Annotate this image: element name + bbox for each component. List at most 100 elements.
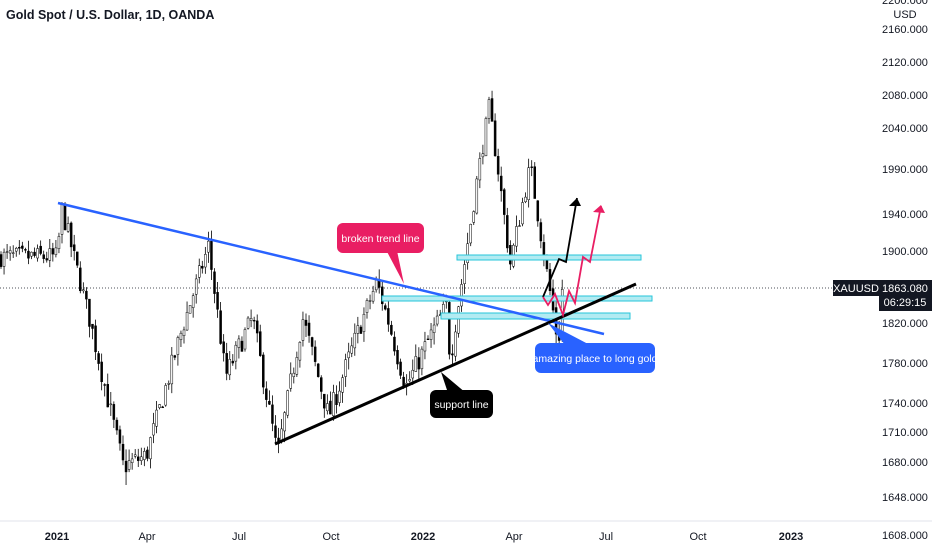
candle-body	[130, 458, 134, 463]
candle-body	[185, 312, 189, 331]
candle-body	[255, 320, 259, 334]
candle-body	[530, 166, 533, 168]
candle-body	[15, 248, 18, 252]
candle-body	[118, 429, 122, 444]
candle-body	[188, 305, 192, 314]
candle-body	[60, 203, 64, 235]
candle-body	[368, 300, 372, 302]
candle-body	[472, 211, 475, 223]
candle-body	[484, 118, 488, 157]
price-axis[interactable]: 2200.000 2160.000 2120.000 2080.000 2040.000…	[882, 0, 928, 542]
candle-body	[365, 300, 369, 313]
candle-body	[304, 319, 308, 326]
candle-body	[240, 340, 244, 352]
candle-body	[466, 243, 469, 263]
candle-body	[499, 175, 503, 192]
candle-body	[329, 400, 332, 415]
candle-body	[48, 248, 52, 261]
candle-body	[54, 247, 58, 255]
broken-trend-line[interactable]	[57, 201, 605, 336]
candle-body	[121, 443, 125, 461]
resistance-zone[interactable]	[456, 254, 642, 261]
time-tick-label: Apr	[505, 531, 522, 543]
candle-body	[301, 319, 305, 341]
candle-body	[225, 353, 228, 374]
candle-body	[313, 346, 317, 362]
price-tick-label: 2200.000	[882, 0, 928, 7]
candle-body	[295, 357, 299, 375]
projection-path-pink[interactable]	[542, 205, 602, 318]
support-zone-upper[interactable]	[381, 295, 653, 302]
candle-body	[115, 419, 119, 431]
candle-body	[417, 357, 421, 370]
candle-body	[335, 394, 338, 405]
time-tick-label: 2022	[411, 531, 435, 543]
candle-body	[338, 390, 341, 403]
candle-body	[158, 404, 161, 409]
callout-support-line[interactable]: support line	[430, 372, 493, 418]
candle-body	[207, 240, 210, 253]
price-tick-label: 1990.000	[882, 164, 928, 176]
candle-body	[143, 451, 146, 460]
candle-body	[39, 245, 42, 254]
candle-body	[213, 271, 216, 294]
candle-body	[399, 361, 402, 376]
candle-body	[515, 226, 518, 247]
candle-body	[478, 158, 482, 181]
callout-long-gold[interactable]: amazing place to long gold	[533, 323, 658, 373]
time-axis[interactable]: 2021 Apr Jul Oct 2022 Apr Jul Oct 2023	[45, 531, 803, 543]
candle-body	[85, 290, 88, 300]
candle-body	[265, 388, 268, 400]
candle-body	[390, 324, 393, 335]
candle-body	[454, 331, 457, 357]
candle-body	[521, 202, 524, 225]
candle-body	[103, 384, 106, 386]
candle-body	[429, 329, 433, 340]
candle-body	[475, 178, 479, 214]
candle-body	[2, 251, 6, 267]
candle-body	[393, 336, 396, 352]
candle-body	[460, 284, 463, 307]
price-tick-label: 1740.000	[882, 398, 928, 410]
candle-body	[381, 286, 384, 305]
candle-body	[164, 385, 167, 406]
price-tick-label: 2120.000	[882, 57, 928, 69]
candle-body	[493, 120, 497, 157]
candle-body	[167, 383, 170, 385]
candle-body	[0, 254, 3, 267]
candle-body	[286, 390, 289, 416]
candle-body	[356, 325, 360, 334]
candle-body	[402, 376, 405, 387]
callout-support-text: support line	[434, 399, 488, 411]
candle-body	[243, 329, 247, 350]
support-zone-lower[interactable]	[440, 312, 631, 320]
price-tick-label: 1940.000	[882, 209, 928, 221]
countdown-label: 06:29:15	[884, 297, 927, 309]
candle-body	[396, 350, 399, 365]
candle-body	[341, 377, 344, 393]
callout-broken-trend-line[interactable]: broken trend line	[337, 223, 424, 284]
candle-body	[292, 372, 296, 377]
candle-body	[262, 354, 265, 388]
support-trend-line[interactable]	[274, 282, 637, 446]
symbol-label: XAUUSD	[833, 283, 879, 295]
candle-body	[432, 324, 436, 333]
candle-body	[487, 99, 491, 119]
candle-body	[518, 225, 521, 227]
candle-body	[27, 250, 30, 259]
projection-arrowhead-pink	[593, 205, 605, 213]
candle-body	[109, 403, 113, 406]
candle-body	[30, 251, 33, 257]
candle-body	[88, 298, 91, 327]
price-tick-label: 1820.000	[882, 318, 928, 330]
candle-body	[457, 306, 460, 334]
price-tick-label: 1900.000	[882, 246, 928, 258]
candle-body	[506, 215, 509, 249]
projection-path-black[interactable]	[542, 197, 578, 298]
candle-body	[310, 337, 314, 347]
callout-broken-trend-text: broken trend line	[341, 233, 419, 245]
candle-body	[387, 308, 390, 325]
candle-body	[249, 318, 253, 321]
candle-body	[527, 167, 530, 200]
